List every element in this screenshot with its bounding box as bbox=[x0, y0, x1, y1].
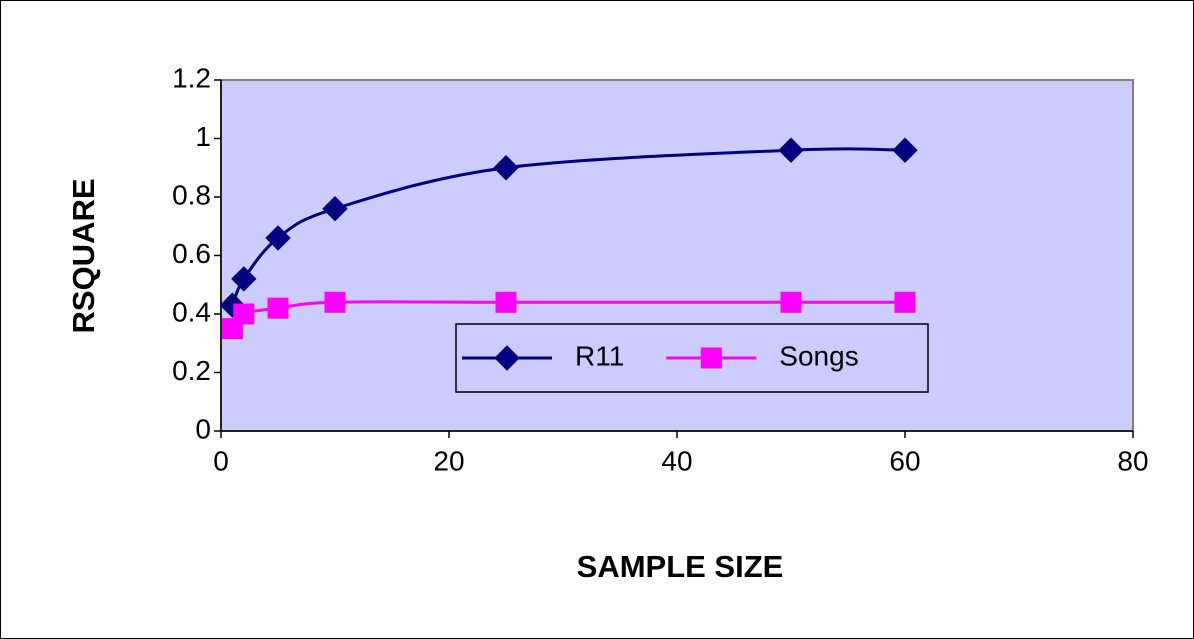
x-tick-label: 40 bbox=[661, 445, 692, 476]
legend-marker bbox=[700, 347, 722, 369]
y-tick-label: 0.8 bbox=[172, 179, 211, 210]
data-point bbox=[780, 291, 802, 313]
data-point bbox=[233, 303, 255, 325]
data-point bbox=[231, 266, 257, 292]
y-tick-label: 0 bbox=[195, 413, 211, 444]
data-point bbox=[267, 297, 289, 319]
data-point bbox=[892, 137, 918, 163]
data-point bbox=[322, 195, 348, 222]
x-tick-label: 80 bbox=[1117, 445, 1148, 476]
data-point bbox=[493, 155, 519, 181]
x-tick-label: 0 bbox=[213, 445, 229, 476]
y-tick-label: 0.6 bbox=[172, 238, 211, 269]
legend-marker bbox=[494, 345, 520, 371]
data-point bbox=[324, 291, 346, 313]
x-axis-title: SAMPLE SIZE bbox=[577, 549, 784, 584]
y-tick-label: 1.2 bbox=[172, 62, 211, 93]
data-point bbox=[265, 225, 291, 251]
y-axis-title: RSQUARE bbox=[66, 178, 101, 333]
y-tick-label: 0.4 bbox=[172, 296, 211, 327]
x-tick-label: 20 bbox=[433, 445, 464, 476]
y-tick-label: 1 bbox=[195, 121, 211, 152]
data-point bbox=[894, 291, 916, 313]
legend-label: R11 bbox=[575, 340, 624, 371]
legend-label: Songs bbox=[779, 340, 858, 371]
x-tick-label: 60 bbox=[889, 445, 920, 476]
y-tick-label: 0.2 bbox=[172, 355, 211, 386]
data-point bbox=[778, 137, 804, 163]
data-point bbox=[495, 291, 517, 313]
